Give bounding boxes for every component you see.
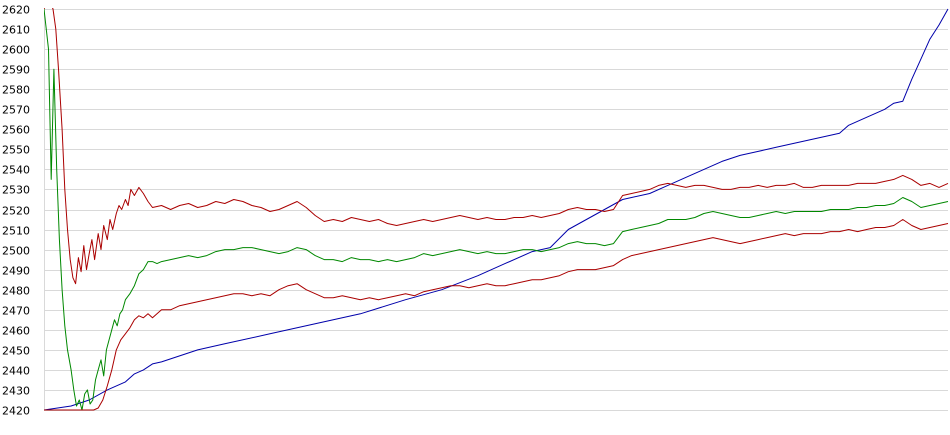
series-line-3 xyxy=(44,8,949,411)
y-tick-label: 2580 xyxy=(2,84,30,97)
y-tick-label: 2560 xyxy=(2,124,30,137)
series-line-1 xyxy=(44,8,949,411)
y-tick-label: 2430 xyxy=(2,385,30,398)
y-axis-ticks: 2420 2430 2440 2450 2460 2470 2480 2490 2500 2510… xyxy=(2,4,30,418)
y-tick-label: 2510 xyxy=(2,225,30,238)
gridlines xyxy=(44,9,948,411)
y-tick-label: 2610 xyxy=(2,24,30,37)
y-tick-label: 2590 xyxy=(2,64,30,77)
y-tick-label: 2520 xyxy=(2,205,30,218)
y-tick-label: 2420 xyxy=(2,405,30,418)
series-line-4 xyxy=(44,219,949,411)
y-tick-label: 2500 xyxy=(2,245,30,258)
y-tick-label: 2460 xyxy=(2,325,30,338)
y-tick-label: 2450 xyxy=(2,345,30,358)
series-line-2 xyxy=(44,8,949,285)
y-tick-label: 2480 xyxy=(2,285,30,298)
y-tick-label: 2470 xyxy=(2,305,30,318)
y-tick-label: 2440 xyxy=(2,365,30,378)
y-tick-label: 2550 xyxy=(2,144,30,157)
y-tick-label: 2620 xyxy=(2,4,30,17)
series-lines xyxy=(44,8,949,411)
y-tick-label: 2570 xyxy=(2,104,30,117)
y-tick-label: 2530 xyxy=(2,184,30,197)
y-tick-label: 2490 xyxy=(2,265,30,278)
y-tick-label: 2540 xyxy=(2,164,30,177)
y-tick-label: 2600 xyxy=(2,44,30,57)
